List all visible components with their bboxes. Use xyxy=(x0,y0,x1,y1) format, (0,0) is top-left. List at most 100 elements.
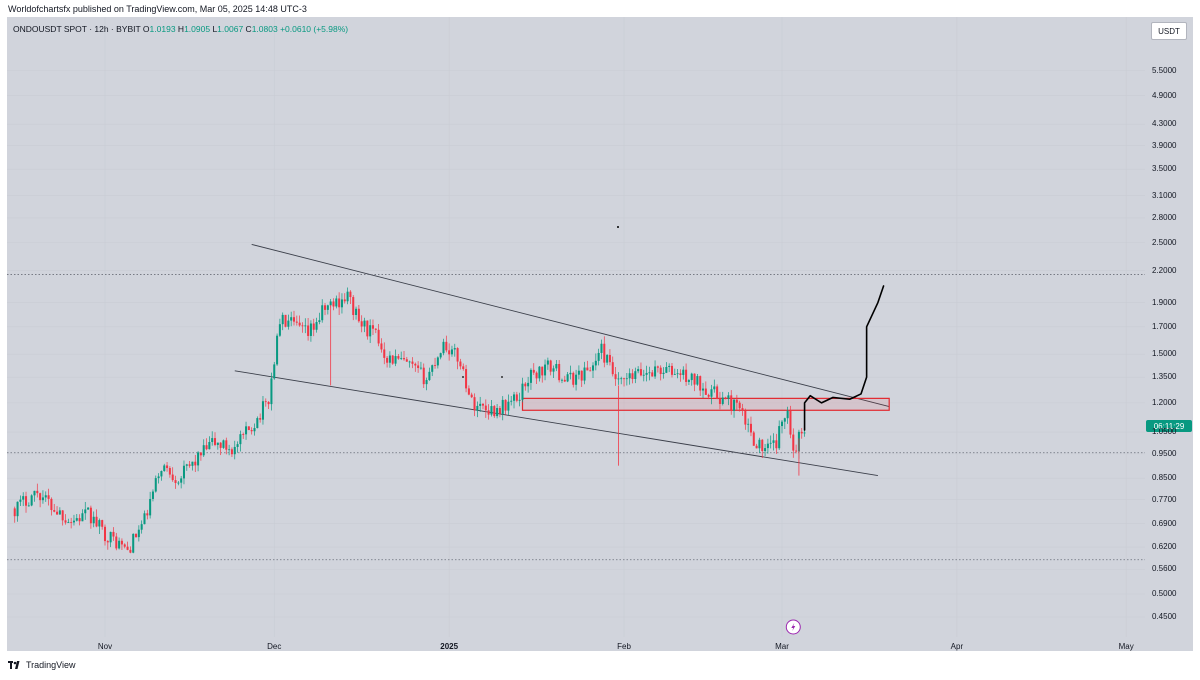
candle-body xyxy=(123,544,126,547)
candle-body xyxy=(177,482,180,484)
candle-body xyxy=(439,353,442,358)
price-tick-label: 1.3500 xyxy=(1152,372,1177,382)
candle-body xyxy=(510,400,513,402)
close-value: 1.0803 xyxy=(251,24,278,34)
candle-body xyxy=(648,372,651,374)
candle-body xyxy=(33,490,36,496)
candle-body xyxy=(727,395,730,399)
trendline xyxy=(234,370,878,477)
candle-body xyxy=(456,348,459,362)
candle-body xyxy=(786,410,789,419)
candle-body xyxy=(72,520,75,523)
price-axis[interactable] xyxy=(1145,17,1193,651)
candle-body xyxy=(352,297,355,316)
candle-body xyxy=(541,366,544,376)
candle-body xyxy=(174,480,177,483)
candle-body xyxy=(157,476,160,479)
candle-body xyxy=(340,299,343,308)
time-tick-label: May xyxy=(1118,642,1134,651)
candle-body xyxy=(75,518,78,521)
candle-body xyxy=(106,541,109,543)
candle-body xyxy=(713,386,716,390)
candle-body xyxy=(239,434,242,445)
currency-button[interactable]: USDT xyxy=(1151,22,1187,40)
high-value: 1.0905 xyxy=(184,24,211,34)
candle-body xyxy=(197,452,200,466)
candle-body xyxy=(735,399,738,403)
candle-body xyxy=(112,531,115,537)
tradingview-logo[interactable]: TradingView xyxy=(8,660,76,670)
candle-body xyxy=(89,507,92,524)
candle-body xyxy=(642,374,645,376)
candle-body xyxy=(324,305,327,310)
candle-body xyxy=(56,511,59,515)
candle-body xyxy=(191,461,194,466)
candle-body xyxy=(761,439,764,452)
candle-body xyxy=(103,526,107,542)
candle-body xyxy=(120,540,123,545)
price-tick-label: 1.0500 xyxy=(1152,427,1177,437)
candle-body xyxy=(295,321,298,323)
candle-body xyxy=(577,370,580,375)
price-tick-label: 3.5000 xyxy=(1152,164,1177,174)
candle-body xyxy=(202,445,205,456)
candle-body xyxy=(639,369,642,376)
candle-body xyxy=(386,357,389,363)
header-bar: Worldofchartsfx published on TradingView… xyxy=(0,0,1200,17)
candle-body xyxy=(143,513,146,525)
chart-area[interactable] xyxy=(7,17,1145,651)
candle-body xyxy=(769,442,772,444)
candle-body xyxy=(16,501,19,517)
candle-body xyxy=(228,449,231,451)
candle-body xyxy=(670,365,674,375)
candle-body xyxy=(544,364,547,376)
candle-body xyxy=(357,308,360,322)
candle-body xyxy=(758,439,761,449)
candle-body xyxy=(524,383,527,387)
candle-body xyxy=(298,322,301,326)
candle-body xyxy=(284,314,287,327)
candle-body xyxy=(527,382,530,387)
candle-body xyxy=(87,507,90,510)
candle-body xyxy=(685,369,688,382)
candle-body xyxy=(800,431,803,434)
candle-body xyxy=(493,406,496,417)
candle-body xyxy=(281,314,284,325)
candle-body xyxy=(580,370,583,381)
price-tick-label: 0.5000 xyxy=(1152,588,1177,598)
candle-body xyxy=(132,533,135,553)
candle-body xyxy=(321,305,324,321)
candle-body xyxy=(369,325,372,337)
candle-body xyxy=(614,374,617,380)
candle-body xyxy=(411,361,414,364)
candle-body xyxy=(594,360,597,366)
candle-body xyxy=(216,442,219,445)
price-tick-label: 1.5000 xyxy=(1152,349,1177,359)
candle-body xyxy=(803,432,806,434)
candle-body xyxy=(397,356,400,359)
candle-body xyxy=(213,438,217,445)
candle-body xyxy=(442,341,445,354)
candle-body xyxy=(555,363,558,369)
candle-body xyxy=(436,357,439,366)
candle-body xyxy=(462,366,465,370)
candle-body xyxy=(507,401,510,411)
time-tick-label: Nov xyxy=(97,642,113,651)
candle-body xyxy=(546,360,549,365)
candle-body xyxy=(563,379,566,382)
candle-body xyxy=(36,490,39,494)
candle-body xyxy=(307,325,310,336)
open-value: 1.0193 xyxy=(149,24,176,34)
price-tick-label: 4.9000 xyxy=(1152,90,1177,100)
candle-body xyxy=(149,498,152,516)
candle-body xyxy=(41,497,44,501)
candle-body xyxy=(479,403,482,406)
candle-body xyxy=(467,388,470,395)
candle-body xyxy=(363,320,366,327)
candle-body xyxy=(764,448,767,452)
candle-body xyxy=(521,383,524,400)
overlays xyxy=(462,226,885,635)
candle-body xyxy=(476,405,479,411)
candle-body xyxy=(778,426,781,449)
